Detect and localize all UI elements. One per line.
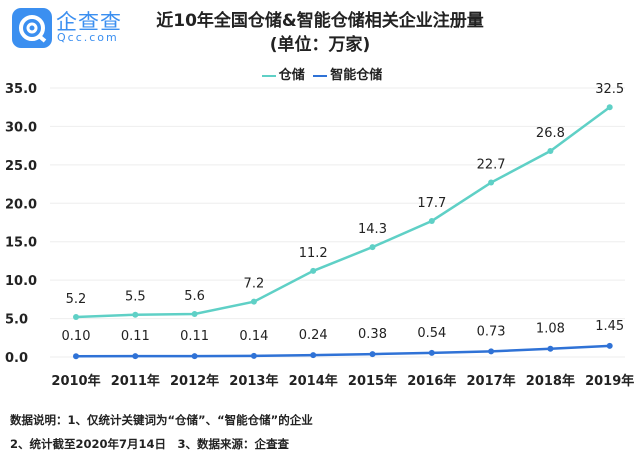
- data-point: [250, 298, 257, 305]
- data-label: 0.73: [477, 324, 506, 339]
- y-tick-label: 35.0: [5, 82, 37, 97]
- data-label: 0.11: [121, 329, 150, 344]
- legend-label-smart: 智能仓储: [330, 68, 383, 83]
- data-point: [191, 353, 198, 360]
- chart-title: 近10年全国仓储&智能仓储相关企业注册量: [156, 11, 484, 31]
- data-label: 14.3: [358, 222, 387, 237]
- data-point: [428, 349, 435, 356]
- x-tick-label: 2018年: [526, 373, 575, 389]
- x-tick-label: 2013年: [229, 373, 278, 389]
- legend-swatch-warehouse: [261, 74, 276, 77]
- y-tick-label: 30.0: [5, 120, 37, 135]
- data-point: [73, 353, 79, 360]
- legend: 仓储 智能仓储: [0, 64, 640, 83]
- y-tick-label: 20.0: [5, 197, 37, 212]
- note-2: 2、统计截至2020年7月14日 3、数据来源：企查查: [10, 437, 290, 451]
- data-point: [547, 345, 554, 352]
- data-label: 7.2: [244, 277, 265, 292]
- x-tick-label: 2012年: [170, 373, 219, 389]
- data-point: [250, 352, 257, 359]
- data-point: [369, 244, 376, 251]
- data-label: 5.6: [184, 289, 205, 304]
- data-point: [428, 217, 435, 224]
- data-label: 0.14: [239, 329, 268, 344]
- series-line-0: [75, 106, 611, 319]
- data-point: [191, 310, 198, 317]
- data-label: 0.11: [180, 329, 209, 344]
- data-label: 1.08: [536, 322, 565, 337]
- chart-subtitle: (单位：万家): [269, 35, 371, 55]
- data-point: [488, 179, 495, 186]
- data-point: [606, 342, 613, 349]
- data-label: 32.5: [595, 82, 624, 97]
- data-label: 0.38: [358, 327, 387, 342]
- data-label: 0.24: [299, 328, 328, 343]
- legend-swatch-smart: [313, 74, 328, 77]
- y-tick-label: 10.0: [5, 274, 37, 289]
- data-label: 11.2: [299, 246, 328, 261]
- legend-label-warehouse: 仓储: [278, 68, 305, 83]
- x-tick-label: 2019年: [585, 373, 634, 389]
- series-line-1: [75, 344, 610, 358]
- data-label: 1.45: [595, 319, 624, 334]
- data-point: [369, 351, 376, 358]
- x-tick-label: 2016年: [407, 373, 456, 389]
- x-tick-label: 2017年: [467, 373, 516, 389]
- y-tick-label: 5.0: [5, 313, 28, 328]
- data-point: [310, 352, 317, 359]
- x-tick-label: 2015年: [348, 373, 397, 389]
- note-1: 数据说明：1、仅统计关键词为“仓储”、“智能仓储”的企业: [10, 413, 313, 427]
- data-point: [132, 311, 139, 318]
- y-tick-label: 25.0: [5, 159, 37, 174]
- data-label: 5.5: [125, 290, 146, 305]
- data-point: [132, 353, 139, 360]
- data-label: 26.8: [536, 126, 565, 141]
- x-tick-label: 2011年: [111, 373, 160, 389]
- plot-area: 0.0 5.0 10.0 15.0 20.0 25.0 30.0 35.0 2010年 2011年…: [5, 82, 634, 389]
- logo-name: 企查查: [56, 10, 122, 34]
- x-tick-label: 2014年: [289, 373, 338, 389]
- data-point: [547, 148, 554, 155]
- data-point: [310, 267, 317, 274]
- data-point: [73, 314, 79, 321]
- y-tick-label: 15.0: [5, 236, 37, 251]
- data-label: 22.7: [477, 158, 506, 173]
- data-label: 17.7: [417, 196, 446, 211]
- data-label: 0.54: [417, 326, 446, 341]
- data-point: [488, 348, 495, 355]
- data-label: 0.10: [62, 329, 91, 344]
- qcc-logo-icon: [12, 8, 52, 48]
- data-point: [606, 104, 613, 111]
- x-tick-label: 2010年: [51, 373, 100, 389]
- logo-sub: Qcc.com: [57, 31, 119, 44]
- y-tick-label: 0.0: [5, 351, 28, 366]
- data-label: 5.2: [66, 292, 87, 307]
